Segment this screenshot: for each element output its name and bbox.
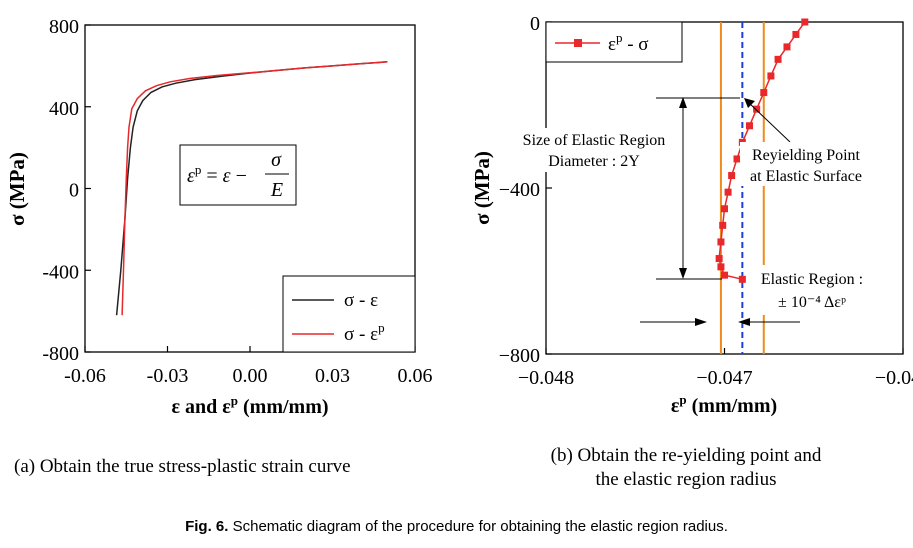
legend-b-swatch-marker (574, 39, 582, 47)
ytick-label: −400 (499, 179, 540, 201)
data-point (728, 172, 736, 180)
reyield-label-line1: Reyielding Point (752, 147, 861, 164)
data-point (724, 188, 732, 196)
xtick-label: -0.03 (147, 365, 189, 387)
size-label-line2: Diameter : 2Y (548, 153, 640, 170)
elastic-label-bg (750, 265, 870, 315)
chart-a-ticks: -0.06 -0.03 0.00 0.03 0.06 -800 -400 0 400 800 (42, 16, 432, 387)
caption-b-line1: (b) Obtain the re-yielding point and (550, 445, 822, 466)
data-point (801, 18, 809, 26)
data-point (719, 221, 727, 229)
data-point (783, 43, 791, 51)
data-point (717, 238, 725, 246)
chart-a-series-group (115, 61, 388, 316)
size-label-line1: Size of Elastic Region (523, 132, 666, 149)
figure-caption-label: Fig. 6. (185, 518, 229, 535)
size-arrow-top (679, 97, 687, 108)
xtick-label: −0.046 (875, 367, 913, 389)
data-point (733, 155, 741, 163)
reyield-label-line2: at Elastic Surface (750, 168, 862, 185)
series-line-1 (121, 61, 388, 316)
ytick-label: −800 (499, 345, 540, 367)
data-point (760, 89, 768, 97)
chart-b-ylabel: σ (MPa) (470, 151, 494, 225)
size-arrow-bottom (679, 268, 687, 279)
ytick-label: 800 (49, 16, 79, 38)
chart-a-xlabel: ε and εp (mm/mm) (171, 393, 328, 418)
ytick-label: -800 (42, 343, 79, 365)
data-point (767, 72, 775, 80)
figure-caption-text: Schematic diagram of the procedure for o… (228, 518, 728, 535)
chart-b-ticks: −0.048 −0.047 −0.046 −800 −400 0 (499, 13, 913, 389)
chart-b: −0.048 −0.047 −0.046 −800 −400 0 Size of Elas… (470, 13, 913, 417)
ytick-label: 0 (69, 180, 79, 202)
equation: εp = ε − σ E (187, 149, 289, 201)
elastic-arrow-right-head (738, 318, 750, 326)
chart-b-series-group (715, 18, 809, 283)
xtick-label: 0.00 (233, 365, 268, 387)
legend-b-label: εp - σ (608, 30, 649, 55)
legend-a-label-1: σ - εp (344, 320, 385, 345)
data-point (721, 271, 728, 279)
ytick-label: 400 (49, 98, 79, 120)
equation-denominator: E (270, 179, 283, 201)
data-point (717, 263, 725, 271)
xtick-label: 0.03 (315, 365, 350, 387)
chart-a-legend (282, 275, 416, 353)
elastic-label-line2: ± 10⁻⁴ Δεᵖ (778, 294, 846, 311)
elastic-label-line1: Elastic Region : (761, 271, 863, 288)
legend-a-label-0: σ - ε (344, 290, 378, 311)
equation-box (179, 144, 297, 206)
ytick-label: 0 (530, 13, 540, 35)
size-label-bg (510, 128, 678, 172)
elastic-arrow-left-head (695, 318, 707, 326)
data-point (738, 275, 746, 283)
data-point (792, 30, 800, 38)
ytick-label: -400 (42, 261, 79, 283)
equation-numerator: σ (271, 149, 282, 171)
xtick-label: -0.06 (64, 365, 106, 387)
chart-a: -0.06 -0.03 0.00 0.03 0.06 -800 -400 0 400 800 εp… (5, 16, 433, 418)
xtick-label: −0.048 (518, 367, 574, 389)
equation-text: εp = ε − (187, 162, 247, 187)
chart-a-ylabel: σ (MPa) (5, 152, 29, 226)
reyield-pointer-line (746, 100, 791, 143)
xtick-label: −0.047 (696, 367, 752, 389)
caption-a: (a) Obtain the true stress-plastic strai… (14, 456, 351, 477)
chart-b-xlabel: εp (mm/mm) (671, 392, 777, 417)
caption-b: (b) Obtain the re-yielding point and the… (516, 444, 856, 492)
data-point (753, 105, 761, 113)
reyield-label-bg (740, 142, 870, 186)
chart-b-legend (545, 21, 683, 63)
figure-caption: Fig. 6. Schematic diagram of the procedu… (0, 518, 913, 535)
data-point (715, 255, 723, 263)
data-point (745, 122, 753, 130)
caption-b-line2: the elastic region radius (595, 469, 777, 490)
data-point (774, 55, 782, 63)
xtick-label: 0.06 (398, 365, 433, 387)
reyield-pointer-head (744, 98, 755, 108)
data-point (721, 205, 728, 213)
